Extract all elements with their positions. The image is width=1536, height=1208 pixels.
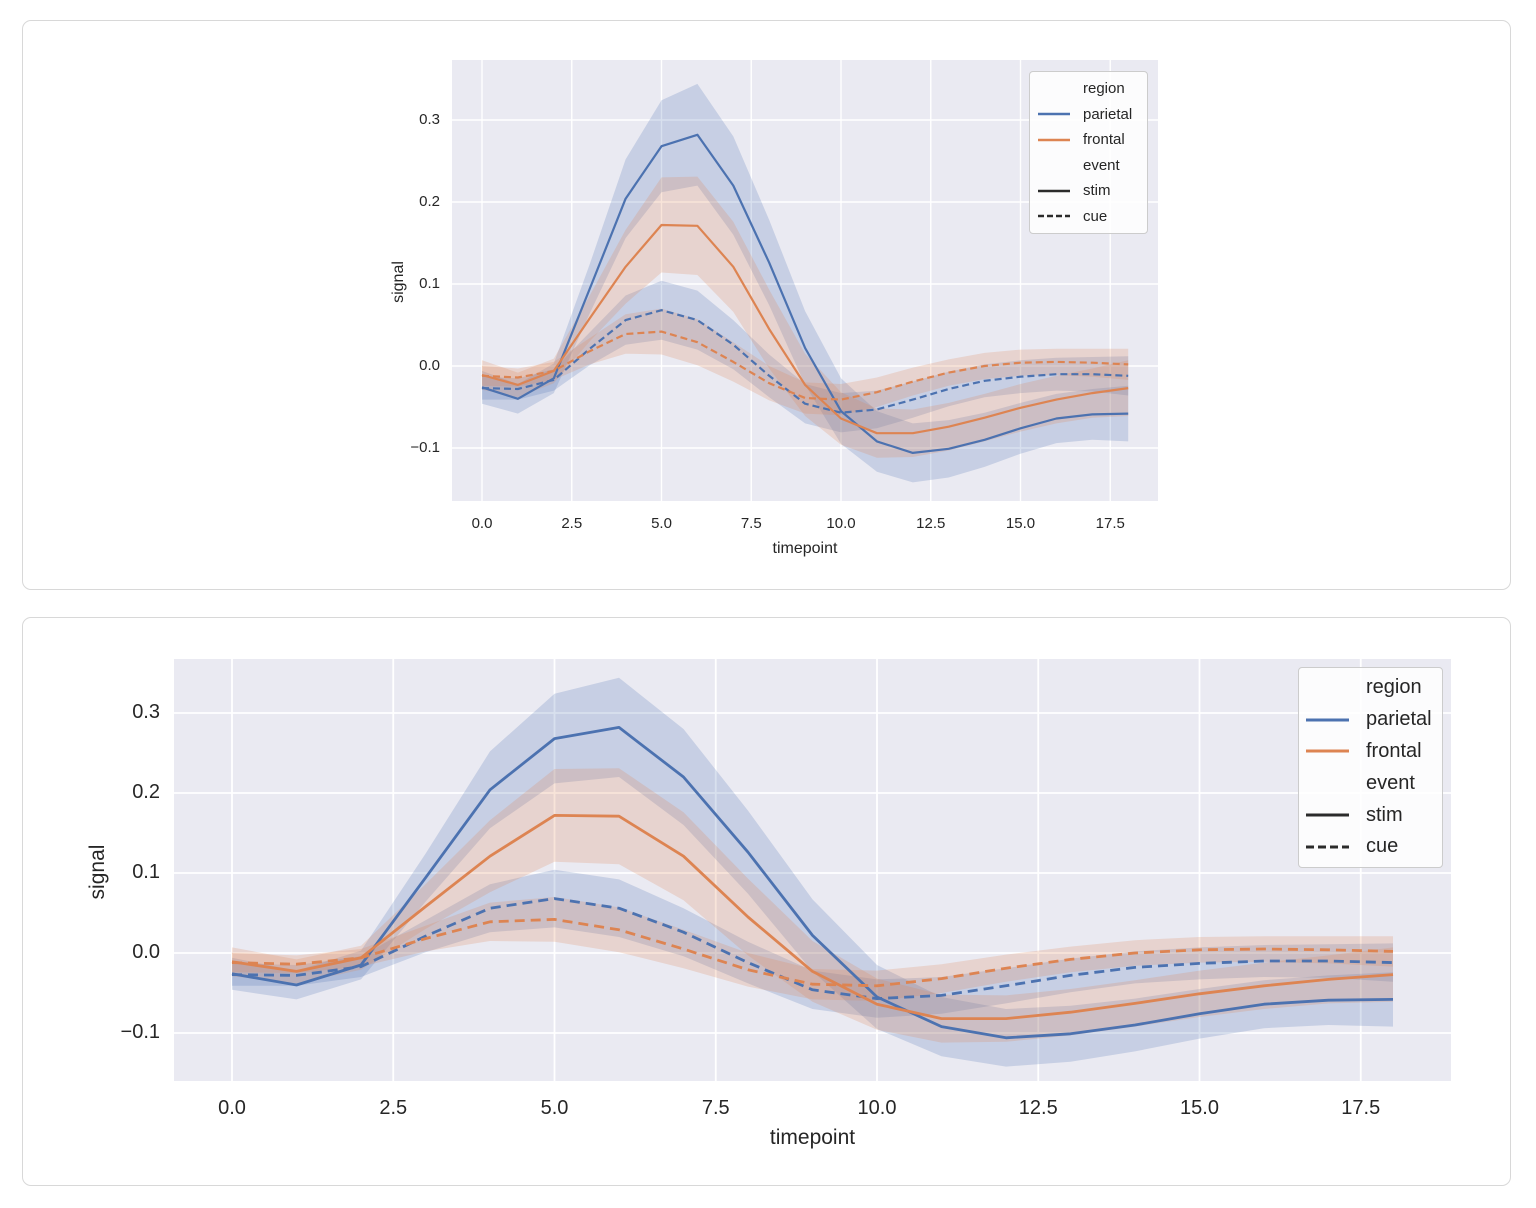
y-axis-label: signal [86, 844, 109, 900]
legend-line-swatch-stim [1306, 812, 1349, 818]
legend-line-swatch-cue [1306, 844, 1349, 850]
x-tick-label: 0.0 [471, 515, 493, 532]
confidence-band-frontal-cue [232, 897, 1393, 1001]
x-axis-label: timepoint [772, 540, 838, 557]
x-tick-label: 12.5 [916, 515, 946, 532]
plot-canvas [452, 60, 1158, 501]
y-tick-label: 0.0 [419, 356, 440, 374]
gridlines [174, 659, 1451, 1081]
x-tick-label: 7.5 [701, 1097, 730, 1119]
y-tick-label: 0.2 [419, 192, 440, 210]
legend-item-parietal: parietal [1038, 102, 1139, 128]
legend-header-event: event [1038, 153, 1139, 179]
legend-line-swatch-parietal [1306, 717, 1349, 723]
legend-label: frontal [1366, 739, 1422, 762]
x-tick-label: 12.5 [1018, 1097, 1058, 1119]
legend-line-swatch-parietal [1038, 111, 1070, 117]
legend-label: region [1366, 676, 1422, 699]
series-lines [481, 133, 1129, 454]
legend: region parietal frontal event stim cue [1298, 667, 1443, 868]
legend-header-region: region [1306, 672, 1435, 704]
series-line-frontal-stim [231, 814, 1394, 1020]
x-tick-label: 10.0 [826, 515, 856, 532]
legend-line-swatch-frontal [1306, 748, 1349, 754]
x-tick-label: 2.5 [561, 515, 583, 532]
y-tick-label: 0.1 [132, 860, 160, 883]
legend-item-stim: stim [1038, 178, 1139, 204]
series-line-parietal-stim [481, 133, 1129, 454]
x-axis-label: timepoint [769, 1126, 856, 1149]
y-tick-label: −0.1 [410, 438, 440, 456]
series-line-parietal-stim [231, 726, 1394, 1040]
legend-header-event: event [1306, 767, 1435, 799]
card-bottom-chart: 0.0 2.5 5.0 7.5 10.0 12.5 15.0 17.5 0.3 0.2 0.1 0.0… [22, 617, 1511, 1186]
series-line-frontal-cue [231, 918, 1394, 988]
legend-label: cue [1366, 835, 1399, 858]
confidence-band-frontal-cue [482, 308, 1129, 416]
legend: region parietal frontal event stim cue [1029, 71, 1148, 234]
y-axis-label: signal [390, 261, 407, 303]
legend-item-frontal: frontal [1038, 127, 1139, 153]
x-tick-label: 5.0 [540, 1097, 569, 1119]
confidence-band-parietal-stim [232, 677, 1393, 1067]
series-line-frontal-cue [481, 330, 1129, 401]
confidence-band-parietal-cue [482, 280, 1129, 433]
legend-label: parietal [1083, 105, 1133, 123]
legend-line-swatch-stim [1038, 188, 1070, 194]
y-tick-label: 0.3 [132, 700, 160, 723]
legend-item-frontal: frontal [1306, 736, 1435, 768]
legend-line-swatch-cue [1038, 213, 1070, 219]
series-line-parietal-cue [231, 897, 1394, 1000]
series-line-parietal-cue [481, 309, 1129, 414]
plot-canvas [174, 659, 1451, 1081]
x-tick-label: 15.0 [1180, 1097, 1219, 1119]
legend-item-parietal: parietal [1306, 704, 1435, 736]
legend-line-swatch-frontal [1038, 137, 1070, 143]
x-tick-label: 0.0 [218, 1097, 246, 1119]
x-tick-label: 17.5 [1095, 515, 1125, 532]
y-tick-label: 0.2 [132, 780, 160, 803]
legend-label: event [1366, 771, 1415, 794]
y-tick-label: 0.0 [132, 940, 160, 963]
confidence-band-parietal-stim [482, 83, 1129, 483]
legend-item-cue: cue [1306, 831, 1435, 863]
plot-area-top: 0.0 2.5 5.0 7.5 10.0 12.5 15.0 17.5 0.3 0.2 0.1 0.0… [410, 60, 1158, 532]
x-tick-label: 7.5 [740, 515, 762, 532]
y-tick-label: 0.1 [419, 274, 440, 292]
x-tick-label: 2.5 [379, 1097, 408, 1119]
legend-label: frontal [1083, 131, 1125, 149]
legend-label: parietal [1366, 708, 1432, 731]
y-tick-label: 0.3 [419, 110, 440, 128]
legend-label: stim [1366, 803, 1403, 826]
x-tick-label: 15.0 [1005, 515, 1036, 532]
x-tick-label: 17.5 [1341, 1097, 1381, 1119]
legend-label: event [1083, 156, 1120, 174]
legend-label: stim [1083, 182, 1111, 200]
legend-label: region [1083, 80, 1125, 98]
series-lines [231, 726, 1394, 1040]
series-line-frontal-stim [481, 223, 1129, 435]
legend-label: cue [1083, 207, 1108, 225]
legend-header-region: region [1038, 76, 1139, 102]
y-tick-label: −0.1 [120, 1020, 160, 1043]
legend-item-cue: cue [1038, 204, 1139, 230]
x-tick-label: 5.0 [651, 515, 672, 532]
plot-area-bottom: 0.0 2.5 5.0 7.5 10.0 12.5 15.0 17.5 0.3 0.2 0.1 0.0… [121, 659, 1451, 1119]
x-tick-label: 10.0 [857, 1097, 897, 1119]
card-top-chart: 0.0 2.5 5.0 7.5 10.0 12.5 15.0 17.5 0.3 0.2 0.1 0.0… [22, 20, 1511, 590]
confidence-band-parietal-cue [232, 869, 1393, 1018]
legend-item-stim: stim [1306, 799, 1435, 831]
